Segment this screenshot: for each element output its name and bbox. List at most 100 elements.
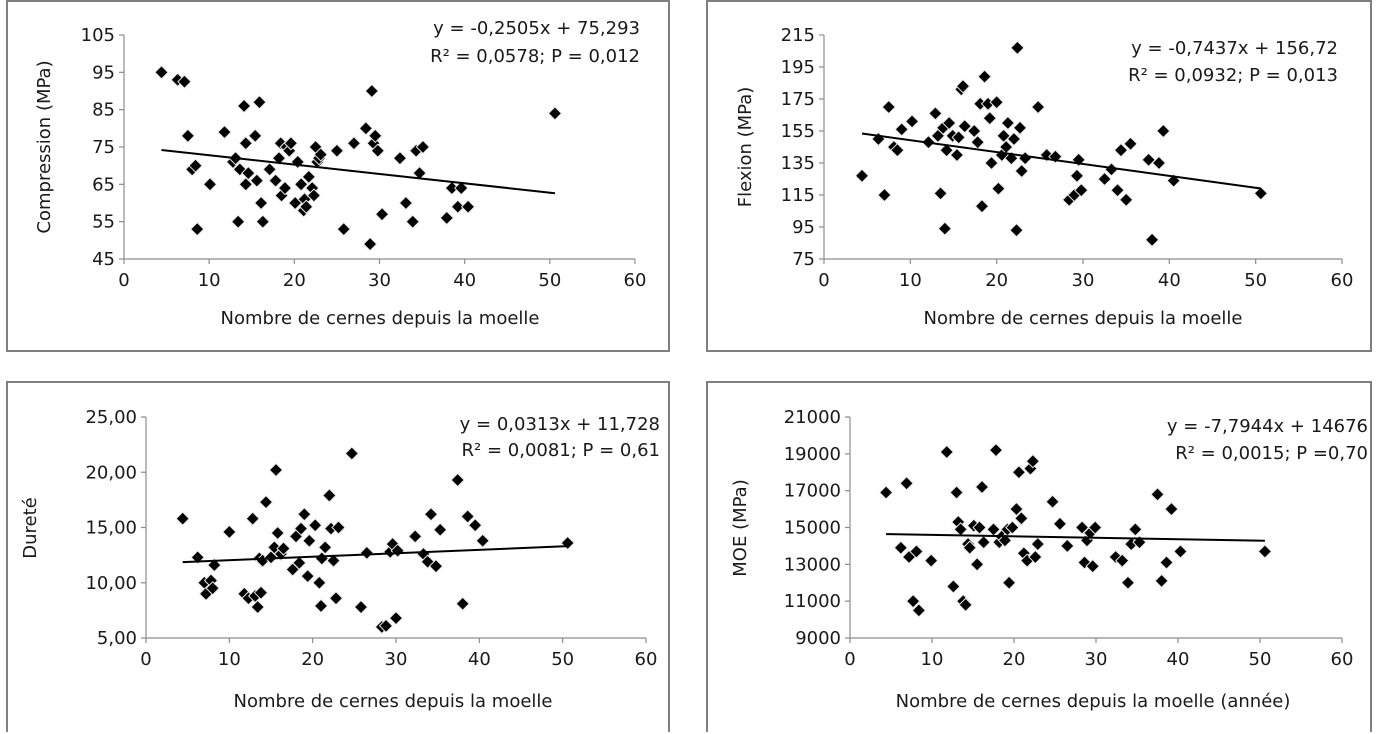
data-point bbox=[881, 99, 896, 115]
data-point bbox=[984, 155, 999, 171]
chart-flexion: 75 95 115 135 155 175 195 215 0 10 20 30 40 50 60 Nombr… bbox=[735, 25, 1353, 329]
data-point bbox=[378, 618, 394, 634]
data-point bbox=[475, 533, 490, 548]
data-point bbox=[939, 142, 954, 158]
data-point bbox=[353, 599, 369, 615]
regression-equation: y = -0,2505x + 75,293 bbox=[433, 18, 640, 39]
data-point bbox=[937, 221, 953, 236]
data-point bbox=[362, 236, 378, 252]
data-point bbox=[230, 214, 246, 229]
data-point bbox=[878, 485, 894, 500]
data-point bbox=[972, 520, 987, 535]
data-point bbox=[249, 173, 265, 188]
chart-panel-durete: 5,00 10,00 15,00 20,00 25,00 0 10 20 30 40 50 60 Nom… bbox=[6, 381, 670, 732]
data-point bbox=[313, 147, 328, 162]
data-point bbox=[412, 165, 427, 181]
data-point bbox=[976, 535, 991, 550]
data-point bbox=[969, 557, 985, 572]
data-point bbox=[293, 177, 309, 192]
data-point bbox=[392, 150, 408, 166]
y-tick-label: 21000 bbox=[784, 407, 841, 428]
data-point bbox=[344, 446, 360, 461]
data-point bbox=[313, 598, 329, 614]
data-point bbox=[1001, 575, 1017, 590]
y-tick-label: 15000 bbox=[784, 518, 841, 539]
data-point bbox=[988, 442, 1004, 458]
data-point bbox=[467, 518, 483, 533]
data-point bbox=[1164, 501, 1179, 517]
x-axis-label: Nombre de cernes depuis la moelle bbox=[221, 308, 540, 329]
x-tick-label: 10 bbox=[921, 649, 944, 670]
chart-compression: 45 55 65 75 85 95 105 0 10 20 30 40 50 60 Nombre de ce… bbox=[34, 18, 647, 329]
data-point bbox=[175, 511, 190, 526]
x-tick-label: 30 bbox=[1072, 270, 1095, 291]
y-tick-label: 15,00 bbox=[85, 518, 137, 539]
data-point bbox=[188, 158, 203, 173]
data-point bbox=[909, 544, 924, 559]
data-point bbox=[974, 479, 990, 495]
data-point bbox=[405, 214, 420, 229]
data-point bbox=[1097, 171, 1112, 187]
data-point bbox=[1144, 232, 1160, 248]
trend-line bbox=[886, 533, 1265, 542]
x-tick-label: 60 bbox=[624, 270, 647, 291]
data-point bbox=[1074, 182, 1089, 198]
data-point bbox=[428, 558, 444, 574]
data-point bbox=[1030, 536, 1045, 552]
y-tick-label: 95 bbox=[92, 62, 115, 83]
y-tick-label: 95 bbox=[792, 217, 815, 238]
data-point bbox=[1074, 520, 1090, 535]
data-point bbox=[958, 597, 973, 613]
x-axis-label: Nombre de cernes depuis la moelle bbox=[234, 691, 553, 712]
data-point bbox=[1014, 163, 1029, 179]
regression-equation: y = -7,7944x + 14676 bbox=[1167, 416, 1368, 437]
data-point bbox=[299, 199, 314, 214]
data-point bbox=[180, 128, 196, 144]
x-tick-label: 30 bbox=[368, 270, 391, 291]
data-point bbox=[1017, 150, 1033, 166]
data-point bbox=[205, 581, 220, 596]
data-point bbox=[317, 540, 333, 555]
y-axis-label: MOE (MPa) bbox=[730, 479, 751, 576]
data-point bbox=[893, 540, 909, 555]
data-point bbox=[1159, 555, 1174, 570]
trend-line bbox=[861, 132, 1261, 190]
data-point bbox=[271, 150, 287, 166]
data-point bbox=[1011, 465, 1027, 480]
data-point bbox=[962, 540, 977, 555]
data-point bbox=[293, 521, 309, 536]
data-point bbox=[370, 143, 386, 158]
data-point bbox=[890, 142, 905, 158]
data-point bbox=[217, 124, 232, 140]
data-point bbox=[904, 114, 920, 129]
data-point bbox=[297, 507, 312, 522]
x-tick-label: 20 bbox=[301, 649, 324, 670]
data-point bbox=[415, 139, 431, 155]
x-tick-label: 20 bbox=[985, 270, 1008, 291]
y-tick-label: 215 bbox=[781, 25, 815, 46]
data-point bbox=[359, 545, 375, 561]
data-point bbox=[253, 585, 269, 600]
data-point bbox=[455, 596, 470, 611]
x-axis-label: Nombre de cernes depuis la moelle (année… bbox=[896, 691, 1291, 712]
data-point bbox=[314, 551, 330, 566]
data-point bbox=[301, 169, 317, 185]
data-point bbox=[1012, 120, 1028, 136]
data-point bbox=[911, 603, 927, 618]
data-point bbox=[1150, 487, 1165, 502]
y-axis-label: Dureté bbox=[20, 497, 41, 558]
data-point bbox=[1173, 544, 1188, 559]
data-point bbox=[262, 162, 277, 177]
y-axis-label: Flexion (MPa) bbox=[735, 87, 756, 208]
x-tick-label: 40 bbox=[468, 649, 491, 670]
y-tick-label: 75 bbox=[92, 137, 115, 158]
data-point bbox=[268, 462, 284, 478]
data-point bbox=[398, 195, 414, 211]
y-tick-label: 9000 bbox=[795, 628, 841, 649]
x-tick-label: 50 bbox=[1244, 270, 1267, 291]
data-point bbox=[1069, 168, 1085, 184]
data-point bbox=[1060, 538, 1075, 554]
data-point bbox=[450, 199, 466, 214]
data-point bbox=[547, 106, 563, 121]
y-tick-label: 19000 bbox=[784, 444, 841, 465]
